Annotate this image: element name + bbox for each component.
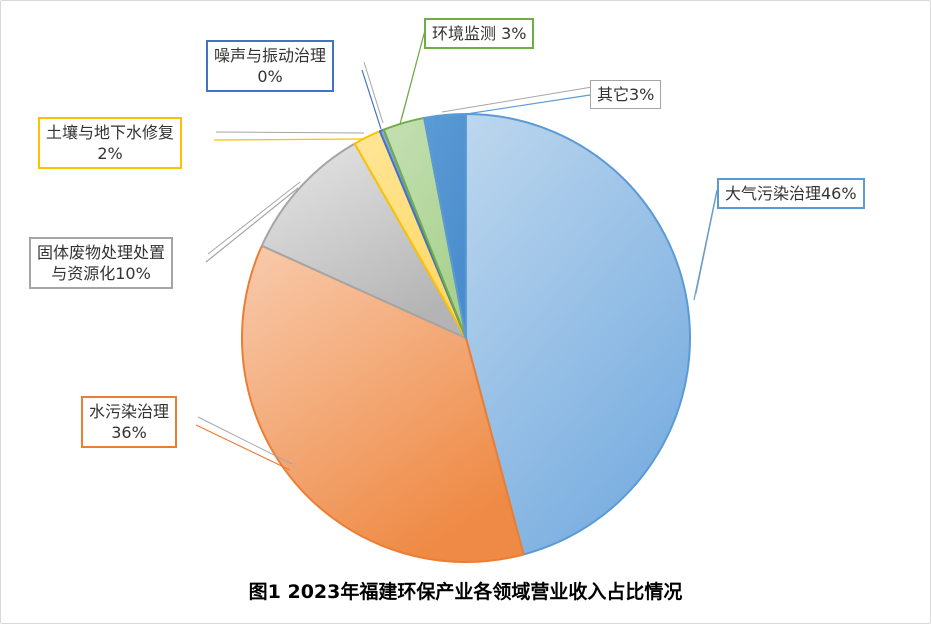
label-soil-groundwater: 土壤与地下水修复 2% xyxy=(38,117,183,169)
pie-slice-water-pollution xyxy=(241,244,525,563)
leader-line-air-pollution xyxy=(693,189,718,301)
label-solid-waste: 固体废物处理处置 与资源化10% xyxy=(29,237,174,289)
leader-line-shadow-soil-groundwater xyxy=(215,131,365,134)
leader-line-shadow-water-pollution xyxy=(197,416,293,465)
pie-slice-air-pollution xyxy=(465,113,691,556)
label-noise-vibration: 噪声与振动治理 0% xyxy=(206,40,335,92)
leader-line-shadow-noise-vibration xyxy=(363,61,384,124)
label-other-text: 其它3% xyxy=(597,85,655,104)
leader-line-env-monitoring xyxy=(399,33,425,125)
label-solid-waste-line2: 与资源化10% xyxy=(51,264,151,283)
leader-line-soil-groundwater xyxy=(213,138,363,141)
leader-line-shadow-solid-waste xyxy=(207,181,301,255)
leader-line-solid-waste xyxy=(205,187,299,263)
label-water-pollution: 水污染治理 36% xyxy=(81,396,178,448)
label-noise-vibration-name: 噪声与振动治理 xyxy=(214,46,327,65)
chart-title: 图1 2023年福建环保产业各领域营业收入占比情况 xyxy=(248,581,683,603)
leader-line-noise-vibration xyxy=(361,69,382,130)
label-noise-vibration-value: 0% xyxy=(257,67,283,86)
label-other: 其它3% xyxy=(590,80,662,109)
label-soil-groundwater-value: 2% xyxy=(97,144,123,163)
label-air-pollution-text: 大气污染治理46% xyxy=(725,184,857,203)
label-soil-groundwater-name: 土壤与地下水修复 xyxy=(46,123,175,142)
label-water-pollution-value: 36% xyxy=(111,423,147,442)
label-solid-waste-line1: 固体废物处理处置 xyxy=(37,243,166,262)
leader-line-shadow-other xyxy=(441,86,593,113)
leader-line-water-pollution xyxy=(195,424,291,471)
label-air-pollution: 大气污染治理46% xyxy=(717,178,865,209)
label-water-pollution-name: 水污染治理 xyxy=(89,402,170,421)
label-env-monitoring: 环境监测 3% xyxy=(424,18,535,49)
pie-slice-solid-waste xyxy=(260,142,467,339)
leader-line-other xyxy=(439,94,591,119)
label-env-monitoring-text: 环境监测 3% xyxy=(432,24,527,43)
